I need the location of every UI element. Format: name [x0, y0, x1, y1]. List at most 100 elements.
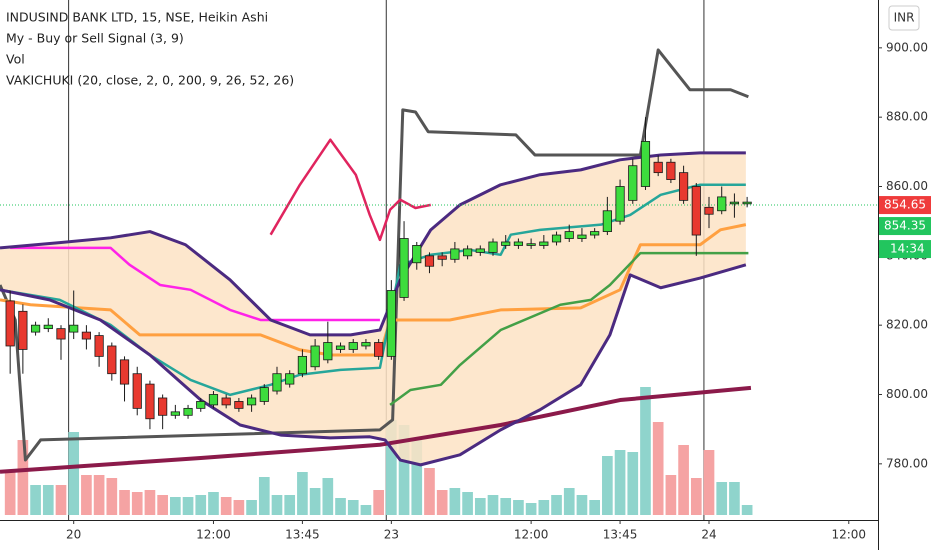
candle-body: [475, 248, 485, 253]
volume-bar: [690, 478, 702, 515]
indicator-line: [0, 48, 749, 462]
candle-body: [158, 397, 168, 416]
volume-bar: [589, 500, 600, 515]
candle-body: [615, 186, 625, 222]
x-tick-label: 23: [384, 528, 399, 542]
y-tick-label: 900.00: [886, 40, 928, 54]
legend-volume: Vol: [6, 52, 25, 67]
volume-bar: [4, 470, 16, 515]
currency-box[interactable]: [888, 5, 920, 31]
countdown-box: [879, 240, 931, 259]
candle-body: [602, 210, 612, 232]
volume-bar: [398, 425, 410, 515]
candle-body: [361, 342, 371, 347]
volume-bar: [652, 422, 664, 515]
volume-bar: [614, 450, 626, 515]
candle-body: [717, 196, 727, 212]
volume-bar: [68, 432, 80, 515]
volume-bar: [144, 490, 156, 515]
candle-body: [742, 201, 752, 205]
volume-bar: [627, 452, 639, 515]
volume-bar: [386, 420, 397, 515]
y-tick-label: 800.00: [886, 387, 928, 401]
candle-body: [462, 248, 473, 257]
volume-bar: [729, 482, 740, 515]
volume-bar: [500, 498, 512, 515]
x-tick-label: 13:45: [603, 528, 638, 542]
volume-bar: [297, 472, 308, 515]
y-tick-label: 880.00: [886, 110, 928, 124]
indicator-line: [0, 385, 752, 474]
candle-body: [348, 342, 358, 350]
volume-bar: [119, 490, 130, 515]
volume-bar: [258, 477, 270, 515]
volume-bar: [271, 495, 283, 515]
countdown: 14:34: [890, 242, 925, 256]
x-tick-label: 12:00: [831, 528, 866, 542]
candle-body: [43, 324, 53, 330]
volume-bar: [93, 475, 105, 515]
candle-body: [297, 355, 308, 375]
candle-body: [666, 161, 676, 180]
volume-bar: [640, 387, 651, 515]
candle-body: [679, 172, 689, 201]
volume-bar: [678, 445, 689, 515]
candle-body: [437, 255, 447, 260]
volume-bar: [233, 500, 245, 515]
candle-body: [577, 234, 587, 239]
candle-body: [335, 345, 346, 350]
candle-body: [170, 411, 180, 416]
candle-body: [119, 359, 130, 385]
candle-body: [246, 397, 257, 406]
candle-body: [69, 324, 79, 333]
candle-body: [5, 300, 15, 347]
candle-body: [310, 345, 320, 368]
x-tick-label: 20: [66, 528, 81, 542]
candle-body: [323, 342, 333, 361]
volume-bar: [208, 492, 219, 515]
candle-body: [18, 310, 28, 350]
candle-body: [132, 373, 142, 409]
volume-bar: [30, 485, 41, 515]
volume-bar: [335, 498, 346, 515]
candle-body: [272, 373, 282, 392]
currency: INR: [894, 11, 915, 25]
volume-bar: [182, 497, 194, 515]
x-tick-label: 24: [701, 528, 716, 542]
volume-bar: [246, 500, 257, 515]
volume-bar: [436, 490, 448, 515]
volume-bar: [665, 475, 677, 515]
candle-body: [539, 241, 549, 246]
volume-bar: [411, 440, 423, 515]
candle-body: [399, 238, 409, 298]
candle-body: [183, 407, 193, 416]
candle-body: [94, 335, 104, 357]
candle-body: [564, 231, 574, 239]
last-price-box: [879, 196, 931, 215]
candle-body: [386, 290, 396, 357]
candle-body: [234, 401, 244, 409]
indicator-line: [10, 246, 380, 322]
volume-bar: [424, 468, 435, 515]
last-price: 854.65: [884, 198, 926, 212]
indicator-line: [0, 263, 747, 467]
volume-bar: [551, 495, 562, 515]
volume-bar: [373, 490, 384, 515]
volume-bar: [703, 450, 715, 515]
signal-price-box: [879, 217, 931, 236]
candle-body: [56, 328, 66, 340]
volume-bar: [716, 482, 728, 515]
candle-body: [590, 231, 600, 236]
volume-bar: [513, 500, 524, 515]
y-tick-label: 860.00: [886, 179, 928, 193]
legend-main: INDUSIND BANK LTD, 15, NSE, Heikin Ashi: [6, 10, 268, 25]
x-tick-label: 12:00: [196, 528, 231, 542]
candle-body: [145, 383, 155, 420]
x-tick-label: 13:45: [285, 528, 320, 542]
volume-bar: [449, 488, 461, 515]
candle-body: [551, 234, 562, 243]
candle-body: [488, 241, 498, 253]
volume-bar: [55, 485, 67, 515]
indicator-line: [389, 251, 749, 406]
